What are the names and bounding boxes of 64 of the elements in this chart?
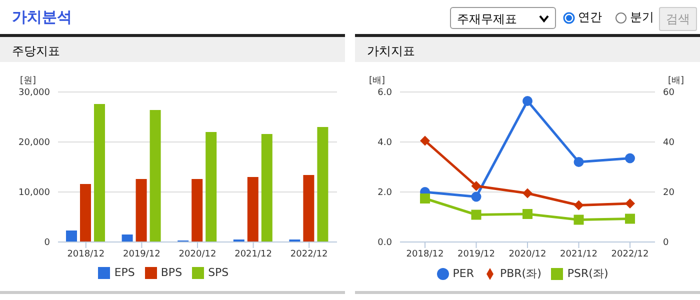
legend-label: PBR(좌)	[500, 267, 542, 280]
bar	[206, 132, 217, 242]
y-tick-label: 10,000	[18, 188, 50, 198]
y2-tick-label: 40	[663, 138, 675, 148]
x-tick-label: 2018/12	[67, 249, 105, 260]
y-tick-label: 20,000	[18, 138, 50, 148]
point	[522, 188, 532, 198]
y-tick-label: 0.0	[378, 238, 392, 248]
bar	[80, 184, 91, 242]
point	[522, 209, 532, 219]
x-tick-label: 2019/12	[458, 249, 495, 260]
point	[471, 210, 482, 220]
y-tick-label: 2.0	[378, 188, 392, 198]
y-tick-label: 30,000	[18, 88, 50, 98]
point	[471, 192, 482, 202]
bar	[317, 127, 328, 242]
y-axis-title: [원]	[20, 75, 36, 87]
text: 분기	[630, 9, 654, 26]
legend-label: EPS	[114, 266, 135, 279]
y2-tick-label: 60	[663, 88, 675, 98]
search-button: 검색	[659, 7, 697, 31]
y2-tick-label: 20	[663, 188, 675, 198]
chart-title: 주당지표	[0, 34, 345, 62]
bar	[136, 179, 147, 242]
bar	[66, 230, 77, 242]
x-tick-label: 2020/12	[508, 249, 546, 260]
bar	[303, 175, 314, 242]
y2-tick-label: 0	[663, 238, 669, 248]
x-tick-label: 2022/12	[290, 249, 328, 260]
x-tick-label: 2022/12	[611, 249, 649, 260]
point	[420, 136, 430, 146]
legend-label: PER	[452, 267, 474, 280]
point	[420, 194, 430, 204]
y-tick-label: 6.0	[378, 88, 392, 98]
bar	[261, 134, 272, 242]
chart-title: 가치지표	[355, 34, 700, 62]
point	[574, 214, 584, 225]
bar	[247, 177, 258, 242]
y2-axis-title: [배]	[668, 75, 684, 87]
bar	[94, 104, 105, 242]
x-tick-label: 2021/12	[560, 249, 598, 260]
x-tick-label: 2018/12	[406, 249, 444, 260]
point	[574, 157, 584, 167]
bar	[150, 110, 161, 242]
bar	[192, 179, 203, 242]
dropdown-field: 주재무제표	[450, 7, 556, 29]
bar	[122, 234, 133, 242]
legend-label: SPS	[208, 266, 229, 279]
point	[471, 181, 482, 191]
y-tick-label: 0	[44, 238, 50, 248]
text: 가치분석	[12, 8, 72, 27]
legend-label: PSR(좌)	[567, 267, 608, 280]
point	[625, 198, 635, 208]
x-tick-label: 2019/12	[123, 249, 160, 260]
point	[625, 214, 635, 224]
y-axis-title: [배]	[369, 75, 386, 87]
y-tick-label: 4.0	[378, 138, 392, 148]
point	[574, 200, 584, 210]
point	[625, 153, 635, 164]
x-tick-label: 2020/12	[178, 249, 216, 260]
x-tick-label: 2021/12	[234, 249, 272, 260]
point	[522, 96, 532, 106]
legend-label: BPS	[160, 266, 182, 279]
text: 연간	[578, 9, 602, 26]
